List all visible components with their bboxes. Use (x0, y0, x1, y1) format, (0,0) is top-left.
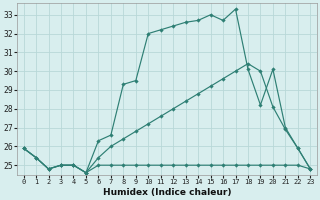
X-axis label: Humidex (Indice chaleur): Humidex (Indice chaleur) (103, 188, 231, 197)
